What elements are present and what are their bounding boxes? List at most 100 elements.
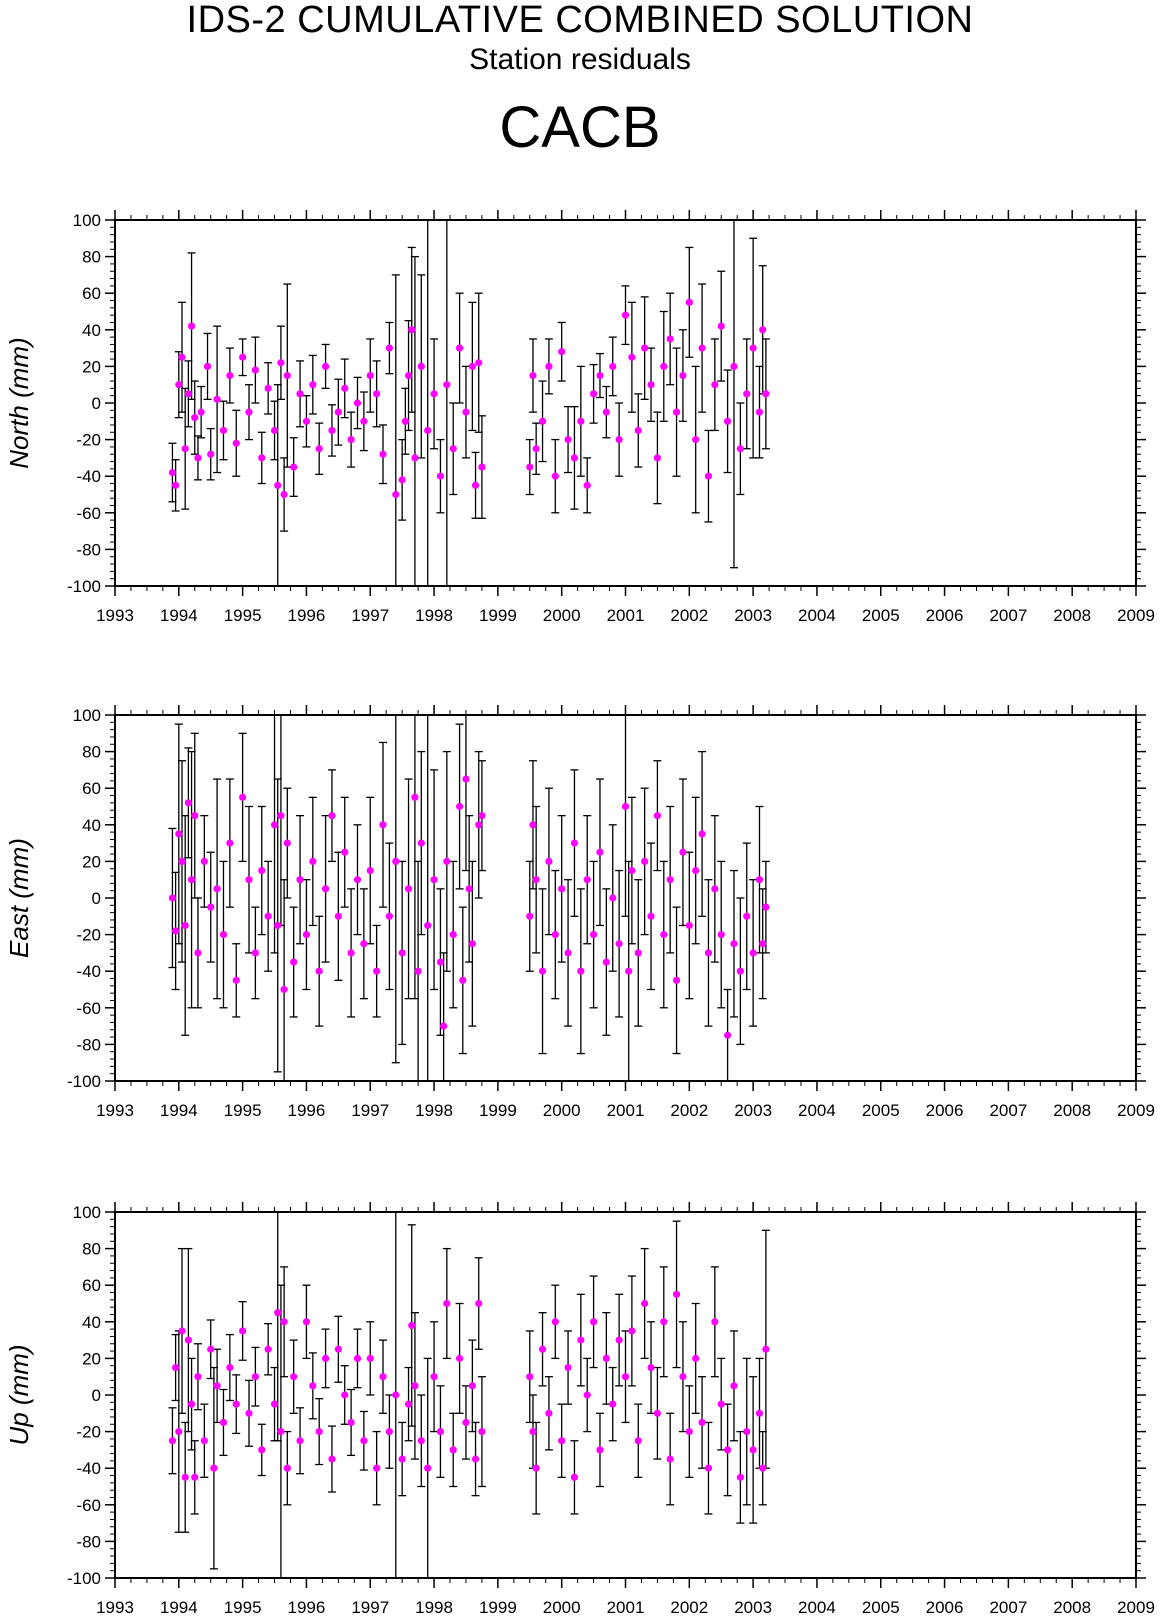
north-data-point [373, 390, 381, 398]
north-y-tick-label: -80 [76, 540, 101, 559]
north-data-point [455, 344, 464, 352]
up-data-point [455, 1354, 464, 1362]
up-data-point [558, 1437, 566, 1445]
up-data-point [577, 1336, 585, 1344]
station-name: CACB [499, 95, 661, 160]
up-data-point [207, 1345, 215, 1353]
up-data-point [296, 1437, 304, 1445]
north-data-point [609, 362, 617, 370]
north-data-point [219, 426, 228, 435]
east-data-point [570, 839, 579, 847]
east-data-point [226, 839, 234, 847]
up-data-point [353, 1354, 362, 1362]
up-data-point [621, 1373, 630, 1381]
east-y-tick-label: -40 [76, 962, 101, 981]
up-panel: 1993 1994 1995 1996 1997 1998 1999 2000 2001 2002… [4, 1202, 1155, 1617]
east-x-tick-label: 1996 [288, 1101, 326, 1120]
up-data-point [334, 1345, 342, 1353]
east-x-tick-label: 1994 [160, 1101, 198, 1120]
east-data-point [685, 921, 693, 930]
north-data-point [302, 417, 311, 425]
north-data-point [717, 322, 725, 330]
north-data-point [736, 445, 744, 453]
up-data-point [660, 1318, 668, 1326]
north-data-point [213, 395, 221, 403]
up-y-tick-label: -20 [76, 1423, 101, 1442]
up-y-tick-label: 20 [82, 1349, 101, 1368]
up-data-point [373, 1464, 381, 1472]
east-data-point [529, 821, 537, 829]
up-data-point [404, 1400, 413, 1408]
up-data-point [239, 1327, 247, 1335]
up-data-point [178, 1327, 186, 1335]
east-x-tick-label: 2000 [543, 1101, 581, 1120]
east-data-point [334, 912, 342, 920]
east-data-point [424, 921, 432, 930]
east-data-point [621, 802, 630, 811]
north-data-point [711, 381, 719, 389]
up-data-point [411, 1382, 419, 1390]
north-x-tick-label: 1998 [415, 606, 453, 625]
north-panel: 1993 1994 1995 1996 1997 1998 1999 2000 2001 2002… [4, 210, 1155, 625]
up-y-tick-label: 80 [82, 1240, 101, 1259]
up-data-point [251, 1373, 259, 1381]
north-data-point [475, 359, 483, 367]
north-data-point [653, 454, 662, 462]
up-data-point [615, 1336, 623, 1344]
up-data-point [685, 1428, 693, 1436]
up-data-point [194, 1373, 202, 1381]
up-data-point [226, 1363, 234, 1372]
north-data-point [704, 472, 713, 480]
east-y-tick-label: 40 [82, 816, 101, 835]
up-data-point [749, 1446, 757, 1454]
north-data-point [385, 344, 393, 352]
up-data-point [462, 1418, 470, 1427]
up-data-point [704, 1464, 713, 1472]
north-data-point [443, 381, 451, 389]
east-data-point [392, 857, 400, 866]
up-x-tick-label: 1994 [160, 1598, 198, 1617]
up-data-point [283, 1464, 291, 1472]
north-data-point [283, 371, 291, 380]
north-data-point [251, 366, 259, 374]
east-data-point [558, 885, 566, 893]
up-data-point [443, 1299, 451, 1308]
up-data-point [213, 1382, 221, 1390]
north-data-point [583, 481, 591, 489]
east-x-tick-label: 1999 [479, 1101, 517, 1120]
east-data-point [321, 885, 330, 893]
east-data-point [478, 812, 486, 820]
up-data-point [596, 1446, 604, 1454]
up-data-point [321, 1354, 330, 1362]
north-data-point [430, 390, 438, 398]
north-x-tick-label: 1994 [160, 606, 198, 625]
north-data-point [558, 348, 566, 356]
east-data-point [538, 967, 547, 975]
east-x-tick-label: 2009 [1117, 1101, 1155, 1120]
east-x-tick-label: 2003 [734, 1101, 772, 1120]
north-y-tick-label: -20 [76, 431, 101, 450]
east-data-point [641, 857, 649, 866]
up-data-point [245, 1409, 253, 1417]
east-x-tick-label: 1995 [224, 1101, 262, 1120]
up-data-point [736, 1473, 744, 1481]
east-data-point [328, 812, 336, 820]
up-data-point [417, 1437, 425, 1445]
up-y-tick-label: -40 [76, 1459, 101, 1478]
up-data-point [647, 1363, 655, 1372]
north-data-point [270, 426, 279, 435]
north-y-tick-label: -100 [67, 577, 101, 596]
north-data-point [551, 472, 559, 480]
up-data-point [449, 1446, 457, 1454]
up-data-point [551, 1318, 559, 1326]
east-data-point [459, 976, 467, 984]
north-y-tick-label: 0 [92, 394, 101, 413]
north-data-point [203, 362, 212, 370]
north-x-tick-label: 2005 [862, 606, 900, 625]
up-x-tick-label: 1997 [351, 1598, 389, 1617]
up-x-tick-label: 1996 [288, 1598, 326, 1617]
up-data-point [210, 1464, 218, 1472]
up-data-point [219, 1418, 228, 1427]
north-x-tick-label: 2008 [1053, 606, 1091, 625]
